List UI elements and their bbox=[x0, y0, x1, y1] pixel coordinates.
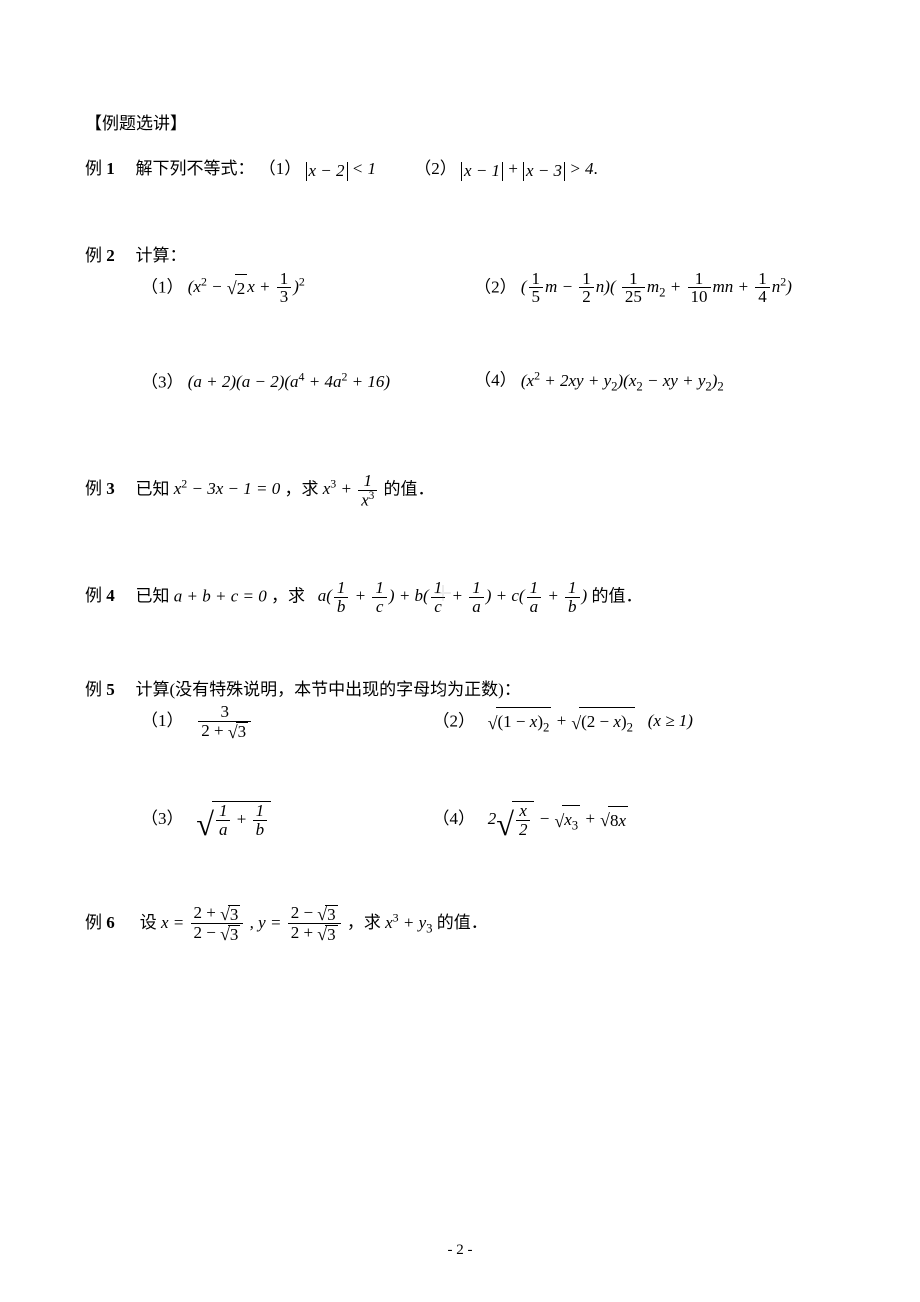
label-prefix: 例 bbox=[85, 913, 102, 932]
example-2-row2: （3） (a + 2)(a − 2)(a4 + 4a2 + 16) （4） (x… bbox=[85, 366, 835, 396]
example-4-mid: ，求 bbox=[271, 586, 305, 605]
example-6-before: 设 bbox=[140, 913, 157, 932]
example-1-p2-expr: x − 1 + x − 3 > 4. bbox=[461, 159, 598, 178]
example-4: 例 4 已知 a + b + c = 0 ，求 a(1b + 1c) + b(1… bbox=[85, 579, 835, 616]
example-3-after: 的值． bbox=[384, 479, 435, 498]
example-5-p4-label: （4） bbox=[432, 809, 475, 828]
label-prefix: 例 bbox=[85, 246, 102, 265]
example-5-p3-expr: √ 1a + 1b bbox=[196, 809, 271, 828]
example-5-p2-label: （2） bbox=[432, 711, 475, 730]
label-num: 4 bbox=[106, 586, 115, 605]
page: 【例题选讲】 例 1 解下列不等式： （1） x − 2 < 1 （2） x −… bbox=[0, 0, 920, 1302]
example-2-p4-label: （4） bbox=[474, 371, 517, 390]
example-6-label: 例 6 bbox=[85, 909, 127, 936]
example-3-lhs: x2 − 3x − 1 = 0 bbox=[174, 479, 285, 498]
example-2: 例 2 计算： （1） (x2 − √2x + 13)2 （2） (15m − … bbox=[85, 242, 835, 396]
example-2-p1-expr: (x2 − √2x + 13)2 bbox=[188, 277, 305, 296]
example-6-defs: x = 2 + √3 2 − √3 , y = 2 − √3 2 + √3 bbox=[161, 913, 347, 932]
example-4-label: 例 4 bbox=[85, 582, 127, 609]
example-2-label: 例 2 bbox=[85, 242, 127, 269]
label-prefix: 例 bbox=[85, 680, 102, 699]
label-num: 6 bbox=[106, 913, 115, 932]
section-title: 【例题选讲】 bbox=[85, 110, 835, 137]
example-5-p2-expr: √(1 − x)2 + √(2 − x)2 (x ≥ 1) bbox=[488, 711, 693, 730]
example-2-p2-expr: (15m − 12n)( 125m2 + 110mn + 14n2) bbox=[521, 277, 792, 296]
example-2-row1: （1） (x2 − √2x + 13)2 （2） (15m − 12n)( 12… bbox=[85, 270, 835, 307]
example-3-rhs: x3 + 1x3 bbox=[323, 479, 384, 498]
example-3-mid: ，求 bbox=[284, 479, 318, 498]
example-3: 例 3 已知 x2 − 3x − 1 = 0 ，求 x3 + 1x3 的值． bbox=[85, 472, 835, 509]
example-5-row2: （3） √ 1a + 1b （4） 2√ x2 − √x3 bbox=[85, 801, 835, 839]
example-6: 例 6 设 x = 2 + √3 2 − √3 , y = 2 − √3 2 +… bbox=[85, 904, 835, 944]
example-1-label: 例 1 bbox=[85, 155, 127, 182]
label-prefix: 例 bbox=[85, 586, 102, 605]
label-num: 3 bbox=[106, 479, 115, 498]
example-3-label: 例 3 bbox=[85, 475, 127, 502]
example-6-after: 的值． bbox=[437, 913, 488, 932]
example-1: 例 1 解下列不等式： （1） x − 2 < 1 （2） x − 1 + x … bbox=[85, 155, 835, 182]
example-2-p3-label: （3） bbox=[141, 372, 184, 391]
example-6-mid: ，求 bbox=[347, 913, 381, 932]
label-prefix: 例 bbox=[85, 159, 102, 178]
label-num: 5 bbox=[106, 680, 115, 699]
example-1-intro: 解下列不等式： bbox=[136, 159, 255, 178]
example-1-p2-label: （2） bbox=[414, 159, 457, 178]
example-2-p1-label: （1） bbox=[141, 277, 184, 296]
example-4-cond: a + b + c = 0 bbox=[174, 586, 271, 605]
example-5-p1-label: （1） bbox=[141, 711, 184, 730]
example-1-p1-label: （1） bbox=[259, 159, 302, 178]
example-5: 例 5 计算(没有特殊说明，本节中出现的字母均为正数)： （1） 32 + √3… bbox=[85, 676, 835, 839]
example-5-p3-label: （3） bbox=[141, 809, 184, 828]
example-5-p4-expr: 2√ x2 − √x3 + √8x bbox=[488, 809, 628, 828]
example-1-p1-expr: x − 2 < 1 bbox=[306, 159, 381, 178]
example-5-p1-expr: 32 + √3 bbox=[196, 711, 253, 730]
example-2-p4-expr: (x2 + 2xy + y2)(x2 − xy + y2)2 bbox=[521, 371, 724, 390]
watermark-icon bbox=[435, 585, 451, 601]
example-3-before: 已知 bbox=[136, 479, 170, 498]
example-2-p3-expr: (a + 2)(a − 2)(a4 + 4a2 + 16) bbox=[188, 372, 390, 391]
example-4-expr: a(1b + 1c) + b(1c + 1a) + c(1a + 1b) bbox=[318, 586, 592, 605]
example-5-intro: 计算(没有特殊说明，本节中出现的字母均为正数)： bbox=[136, 680, 521, 699]
example-6-target: x3 + y3 bbox=[385, 913, 437, 932]
example-5-label: 例 5 bbox=[85, 676, 127, 703]
label-num: 1 bbox=[106, 159, 115, 178]
example-2-intro: 计算： bbox=[136, 246, 187, 265]
example-4-after: 的值． bbox=[591, 586, 642, 605]
label-num: 2 bbox=[106, 246, 115, 265]
page-footer: - 2 - bbox=[0, 1238, 920, 1262]
example-5-row1: （1） 32 + √3 （2） √(1 − x)2 + √(2 − x)2 (x… bbox=[85, 703, 835, 741]
label-prefix: 例 bbox=[85, 479, 102, 498]
example-2-p2-label: （2） bbox=[474, 277, 517, 296]
example-4-before: 已知 bbox=[136, 586, 170, 605]
